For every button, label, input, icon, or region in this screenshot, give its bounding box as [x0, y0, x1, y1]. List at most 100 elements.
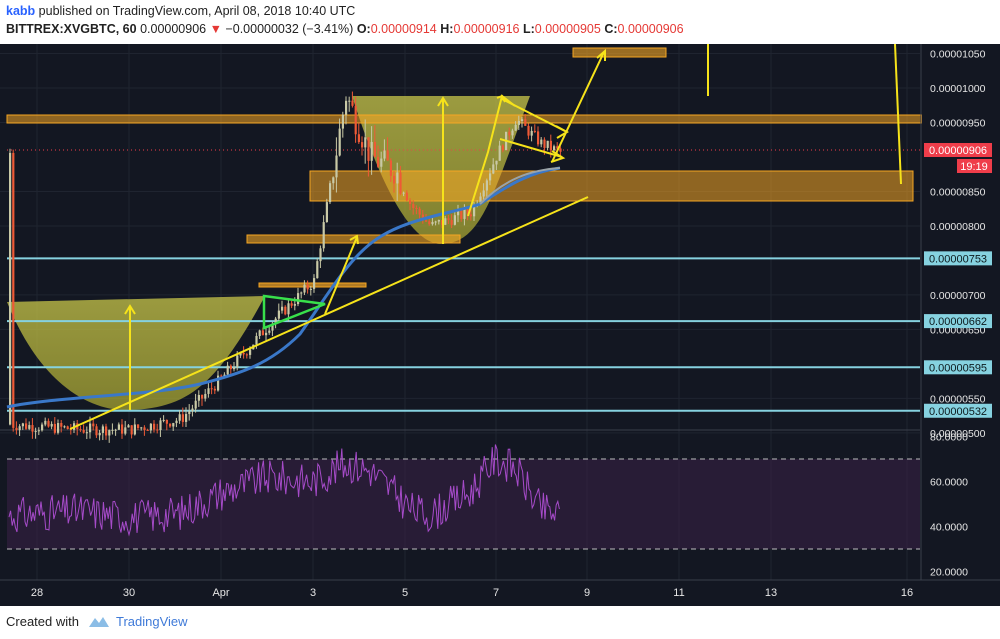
candle-body [482, 190, 485, 197]
price-tick-label: 0.00000500 [930, 428, 986, 440]
candle-body [389, 160, 392, 176]
time-axis[interactable]: 28 30 Apr 3 5 7 9 11 13 16 [0, 579, 1000, 599]
time-tick-label: 11 [673, 587, 684, 599]
candle-body [60, 423, 63, 427]
candle-body [322, 222, 325, 249]
tradingview-logo-icon [89, 616, 109, 627]
published-text: published on TradingView.com, April 08, … [38, 4, 356, 18]
candle-body [447, 218, 450, 220]
candle-body [290, 303, 293, 306]
candle-body [463, 209, 466, 219]
symbol-line: BITTREX:XVGBTC, 60 0.00000906 ▼ −0.00000… [6, 22, 684, 36]
target-zone [572, 47, 667, 58]
candle-body [537, 131, 540, 145]
price-change: −0.00000032 (−3.41%) [225, 22, 354, 36]
candle-body [47, 420, 50, 427]
candle-body [453, 215, 456, 225]
candle-body [223, 374, 226, 377]
candle-body [271, 323, 274, 331]
time-tick-label: 28 [31, 587, 43, 599]
price-tick-label: 0.00000950 [930, 118, 986, 130]
rsi-tick-label: 80.0000 [930, 432, 968, 444]
candle-body [527, 125, 530, 136]
rsi-tick-label: 60.0000 [930, 477, 968, 489]
candle-body [162, 419, 165, 421]
candle-body [268, 330, 271, 333]
candle-body [143, 427, 146, 430]
rsi-panel [0, 429, 920, 550]
candle-body [300, 292, 303, 294]
price-axis[interactable]: 0.00001050 0.00001000 0.00000950 0.00000850… [920, 44, 1000, 606]
candle-body [277, 310, 280, 319]
time-tick-label: 9 [584, 587, 590, 599]
candle-body [207, 388, 210, 394]
candle-body [108, 430, 111, 436]
candle-body [37, 430, 40, 432]
candle-body [479, 196, 482, 204]
level-badge-label: 0.00000662 [929, 316, 987, 328]
candle-body [498, 145, 501, 161]
time-tick-label: Apr [212, 587, 229, 599]
countdown-label: 19:19 [960, 161, 988, 173]
candle-body [325, 202, 328, 223]
candle-body [399, 172, 402, 194]
chart-canvas[interactable]: 0.00001050 0.00001000 0.00000950 0.00000850… [0, 44, 1000, 606]
tradingview-brand[interactable]: TradingView [88, 614, 188, 629]
candle-body [466, 209, 469, 215]
chart-footer: Created with TradingView [0, 606, 1000, 639]
flag-top [501, 98, 566, 132]
candle-body [130, 425, 133, 435]
candle-body [178, 414, 181, 421]
time-tick-label: 5 [402, 587, 408, 599]
candle-body [169, 423, 172, 427]
level-badge-label: 0.00000595 [929, 362, 987, 374]
cup-arrow [467, 94, 516, 217]
candle-body [293, 304, 296, 306]
candle-body [559, 148, 562, 152]
time-tick-label: 7 [493, 587, 499, 599]
candle-body [284, 306, 287, 315]
candle-body [89, 423, 92, 433]
candle-body [265, 332, 268, 336]
candle-body [101, 426, 104, 433]
candle-body [354, 105, 357, 135]
current-price-badge [924, 143, 992, 157]
candle-body [405, 192, 408, 201]
candle-body [210, 388, 213, 390]
zone-850 [309, 170, 914, 202]
resistance-zone-950 [6, 114, 923, 124]
candle-body [63, 426, 66, 428]
close-label: C: [604, 22, 618, 36]
high-label: H: [440, 22, 454, 36]
candle-body [204, 393, 207, 399]
candle-body [492, 164, 495, 174]
candle-body [367, 137, 370, 161]
candle-body [175, 420, 178, 424]
candle-body [133, 424, 136, 435]
candle-body [25, 423, 28, 429]
candle-body [111, 429, 114, 431]
candle-body [194, 400, 197, 409]
candle-body [197, 394, 200, 401]
candle-body [319, 248, 322, 262]
candle-body [149, 423, 152, 431]
candle-body [274, 318, 277, 324]
candle-body [473, 204, 476, 217]
open-label: O: [356, 22, 371, 36]
zone-690 [258, 282, 367, 288]
candles [9, 91, 562, 443]
candle-body [533, 130, 536, 132]
candle-body [233, 367, 236, 370]
candle-body [364, 137, 367, 148]
author-name[interactable]: kabb [6, 4, 36, 18]
arrow-head [437, 96, 449, 107]
candle-body [377, 156, 380, 167]
candle-body [335, 155, 338, 178]
close-value: 0.00000906 [617, 22, 684, 36]
candle-body [31, 425, 34, 432]
candle-body [469, 214, 472, 217]
candle-body [495, 160, 498, 165]
candle-body [261, 330, 264, 336]
countdown-badge [957, 159, 992, 173]
candle-body [220, 375, 223, 377]
